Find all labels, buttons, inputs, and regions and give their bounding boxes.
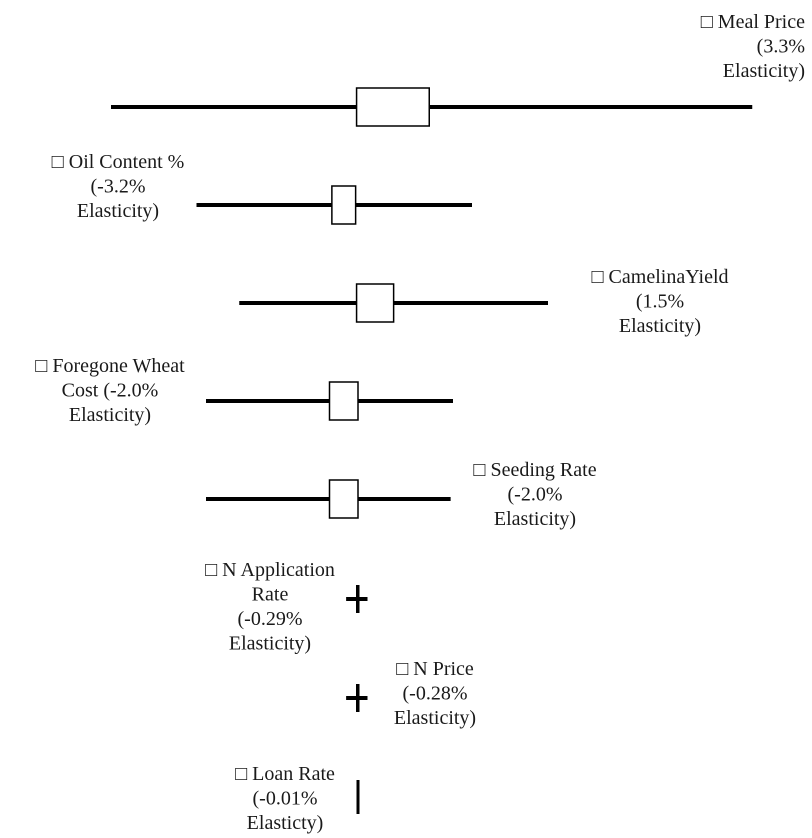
bar-label-6: □ N Price (-0.28% Elasticity) [394, 658, 476, 729]
bar-label-line: (-2.0% [508, 484, 563, 506]
bar-label-4: □ Seeding Rate (-2.0% Elasticity) [473, 459, 596, 530]
range-box-1 [331, 185, 357, 225]
range-box-4 [328, 479, 359, 519]
bar-label-line: Elasticity) [394, 707, 476, 729]
bar-label-line: Elasticty) [247, 812, 324, 834]
bar-label-1: □ Oil Content % (-3.2% Elasticity) [52, 151, 185, 222]
bar-label-line: □ N Price [396, 658, 474, 680]
range-box-0 [355, 87, 431, 127]
bar-label-line: Elasticity) [723, 60, 805, 82]
bar-label-7: □ Loan Rate (-0.01% Elasticty) [235, 763, 335, 834]
bar-label-line: □ Oil Content % [52, 151, 185, 173]
bar-label-2: □ CamelinaYield (1.5% Elasticity) [591, 266, 728, 337]
bar-label-line: Rate [252, 584, 289, 606]
bar-label-line: □ Seeding Rate [473, 459, 596, 481]
bar-label-line: (-0.01% [253, 788, 318, 810]
range-box-3 [328, 381, 359, 421]
bar-label-line: Elasticity) [77, 200, 159, 222]
bar-label-line: □ Meal Price [701, 11, 805, 33]
bar-label-line: Elasticity) [69, 404, 151, 426]
bar-label-line: (-0.28% [403, 683, 468, 705]
bar-label-3: □ Foregone Wheat Cost (-2.0% Elasticity) [35, 355, 185, 426]
bar-label-line: Elasticity) [494, 508, 576, 530]
bar-label-line: □ Foregone Wheat [35, 355, 185, 377]
bar-label-line: □ CamelinaYield [591, 266, 728, 288]
bar-label-5: □ N Application Rate (-0.29% Elasticity) [205, 559, 335, 655]
bar-label-line: (3.3% [757, 36, 805, 58]
bar-label-0: □ Meal Price (3.3% Elasticity) [701, 11, 805, 82]
bar-label-line: Cost (-2.0% [62, 380, 159, 402]
bar-label-line: (-3.2% [91, 176, 146, 198]
bar-label-line: (1.5% [636, 291, 684, 313]
bar-label-line: □ N Application [205, 559, 335, 581]
bar-label-line: Elasticity) [229, 633, 311, 655]
range-box-2 [355, 283, 395, 323]
bar-label-line: (-0.29% [238, 608, 303, 630]
bar-label-line: □ Loan Rate [235, 763, 335, 785]
bar-label-line: Elasticity) [619, 315, 701, 337]
